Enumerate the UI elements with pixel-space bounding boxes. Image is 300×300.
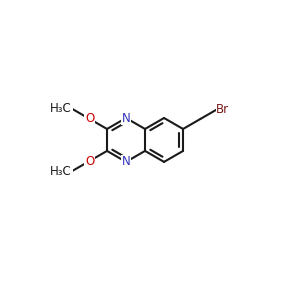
- Text: N: N: [122, 155, 130, 168]
- Text: H₃C: H₃C: [50, 165, 72, 178]
- Text: O: O: [85, 154, 94, 167]
- Text: O: O: [85, 112, 94, 125]
- Text: Br: Br: [216, 103, 230, 116]
- Text: N: N: [122, 112, 130, 124]
- Text: H₃C: H₃C: [50, 102, 72, 115]
